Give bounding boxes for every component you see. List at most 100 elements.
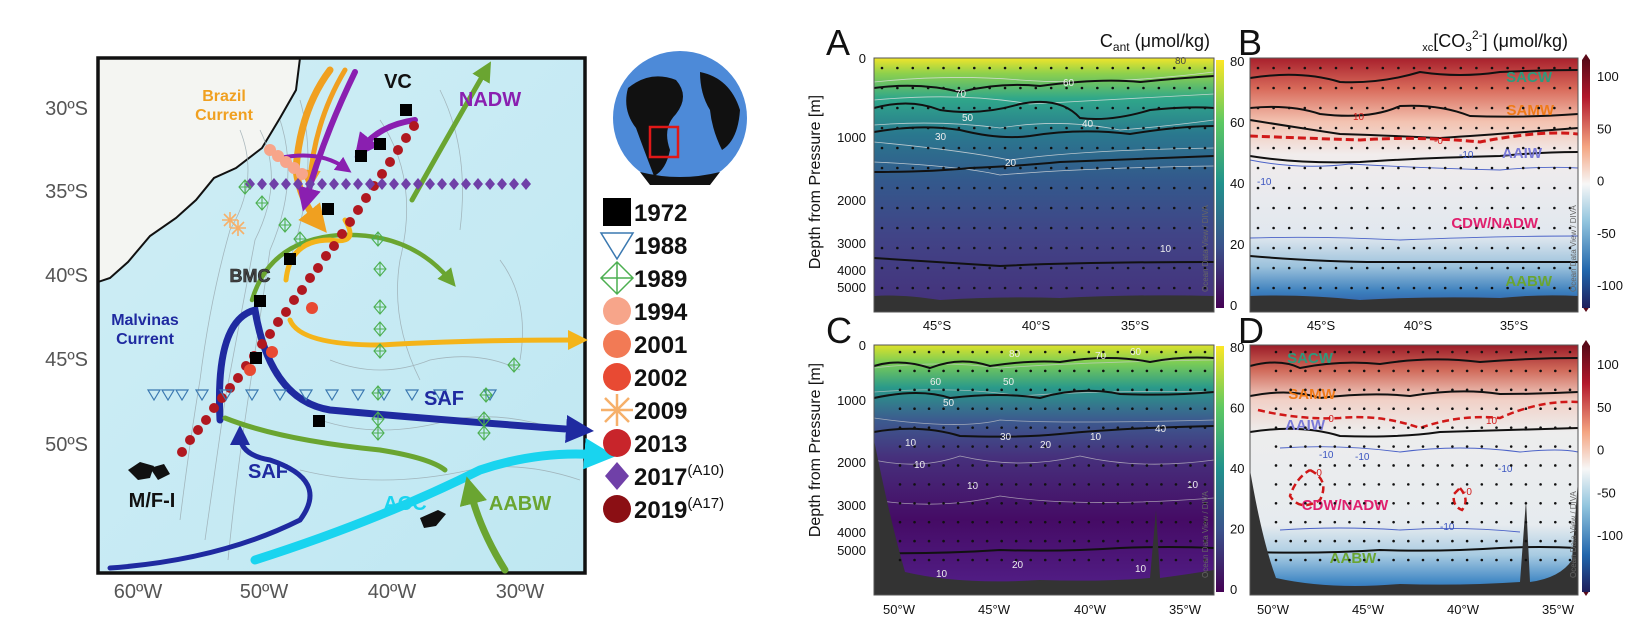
sample-dot <box>880 166 884 170</box>
sample-dot <box>1145 445 1149 448</box>
sample-dot <box>1428 206 1431 210</box>
depth-tick: 5000 <box>837 280 866 295</box>
sample-dot <box>1058 426 1062 429</box>
sample-dot <box>1160 483 1163 486</box>
sample-dot <box>1160 501 1163 505</box>
sample-dot <box>1537 286 1541 290</box>
lat-tick: 40°S <box>1022 318 1051 333</box>
lat-tick: 45°S <box>1307 318 1336 333</box>
sample-dot <box>1554 388 1557 392</box>
sample-dot <box>1428 106 1431 110</box>
sample-dot <box>1142 126 1145 130</box>
sample-dot <box>1203 558 1207 562</box>
sample-dot <box>1407 426 1410 429</box>
sample-dot <box>913 369 916 373</box>
sample-dot <box>1111 246 1115 250</box>
sample-dot <box>957 146 961 150</box>
sample-dot <box>1304 464 1307 467</box>
sample-dot <box>1000 558 1003 562</box>
legend-marker <box>603 198 631 226</box>
svg-text:-10: -10 <box>1440 522 1455 533</box>
sample-dot <box>927 350 931 354</box>
sample-dot <box>896 266 899 270</box>
sample-dot <box>1334 166 1338 170</box>
contour-value-labels: 80 70 60 60 50 50 30 10 20 40 10 10 10 1… <box>905 347 1199 580</box>
sample-dot <box>1029 539 1033 543</box>
sample-dot <box>896 66 899 70</box>
sample-dot <box>1436 407 1439 411</box>
sample-dot <box>1539 388 1542 392</box>
sample-dot <box>1188 66 1191 70</box>
sample-dot <box>1303 126 1307 130</box>
sample-dot <box>1392 426 1395 429</box>
sample-dot <box>1509 388 1513 392</box>
sample-dot <box>1003 126 1007 130</box>
sample-dot <box>880 186 884 190</box>
sample-dot <box>1160 520 1163 524</box>
sample-dot <box>1065 286 1068 290</box>
lon-tick: 35°W <box>1542 602 1575 617</box>
sample-dot <box>896 106 899 110</box>
sample-dot <box>1524 426 1528 429</box>
sample-dot <box>1174 483 1178 486</box>
sample-dot <box>1029 558 1033 562</box>
sample-dot <box>1350 106 1353 110</box>
sample-dot <box>1509 539 1513 543</box>
sample-dot <box>1034 86 1038 90</box>
sample-dot <box>1362 350 1366 354</box>
sample-dot <box>1495 539 1498 543</box>
sample-dot <box>1428 266 1431 270</box>
sample-dot <box>1407 501 1410 505</box>
malvinas-label: Malvinas <box>111 312 179 329</box>
sample-dot <box>1348 539 1351 543</box>
sample-dot <box>1377 483 1381 486</box>
sample-dot <box>1524 445 1528 448</box>
sample-dot <box>1203 426 1207 429</box>
svg-text:30: 30 <box>935 132 947 143</box>
colorbar-co3-bottom <box>1582 340 1590 596</box>
sample-dot <box>911 66 915 70</box>
sample-dot <box>1524 464 1528 467</box>
sample-dot <box>1495 445 1498 448</box>
sample-dot <box>1102 464 1105 467</box>
sample-dot <box>1539 426 1542 429</box>
sample-dot <box>1568 426 1572 429</box>
sample-dot <box>1480 501 1484 505</box>
sample-dot <box>985 388 989 392</box>
sample-dot <box>1203 226 1207 230</box>
sample-dot <box>1348 426 1351 429</box>
sample-dot <box>1287 186 1291 190</box>
sample-dot <box>1319 66 1322 70</box>
sample-dot <box>1524 369 1528 373</box>
sample-dot <box>1126 146 1130 150</box>
sample-dot <box>1506 106 1509 110</box>
sample-dot <box>1407 483 1410 486</box>
green-arrow-south <box>222 415 448 473</box>
sample-dot <box>1203 501 1207 505</box>
sample-dot <box>1043 426 1047 429</box>
sample-dot <box>1377 558 1381 562</box>
sample-dot <box>985 558 989 562</box>
vc-label: VC <box>384 71 412 93</box>
panel-b-title: xc[CO32-] (μmol/kg) <box>1422 28 1568 54</box>
svg-text:70: 70 <box>1095 351 1107 362</box>
sample-dot <box>1365 86 1369 90</box>
sample-dot <box>1568 464 1572 467</box>
sample-dot <box>1157 66 1161 70</box>
sample-dot <box>1034 226 1038 230</box>
sample-dot <box>1553 286 1556 290</box>
sample-dot <box>1365 186 1369 190</box>
sample-dot <box>1412 186 1416 190</box>
panel-a-title: Cant (μmol/kg) <box>1100 31 1210 54</box>
sample-dot <box>1014 407 1018 411</box>
sample-dot <box>1274 483 1278 486</box>
sample-dot <box>1553 86 1556 90</box>
sample-dot <box>1126 86 1130 90</box>
sample-dot <box>1521 146 1525 150</box>
svg-text:30: 30 <box>1000 432 1012 443</box>
sample-dot <box>1333 558 1337 562</box>
sample-dot <box>1058 483 1062 486</box>
legend-year: 2019(A17) <box>634 495 724 524</box>
sample-dot <box>1287 286 1291 290</box>
globe-inset <box>613 51 747 185</box>
